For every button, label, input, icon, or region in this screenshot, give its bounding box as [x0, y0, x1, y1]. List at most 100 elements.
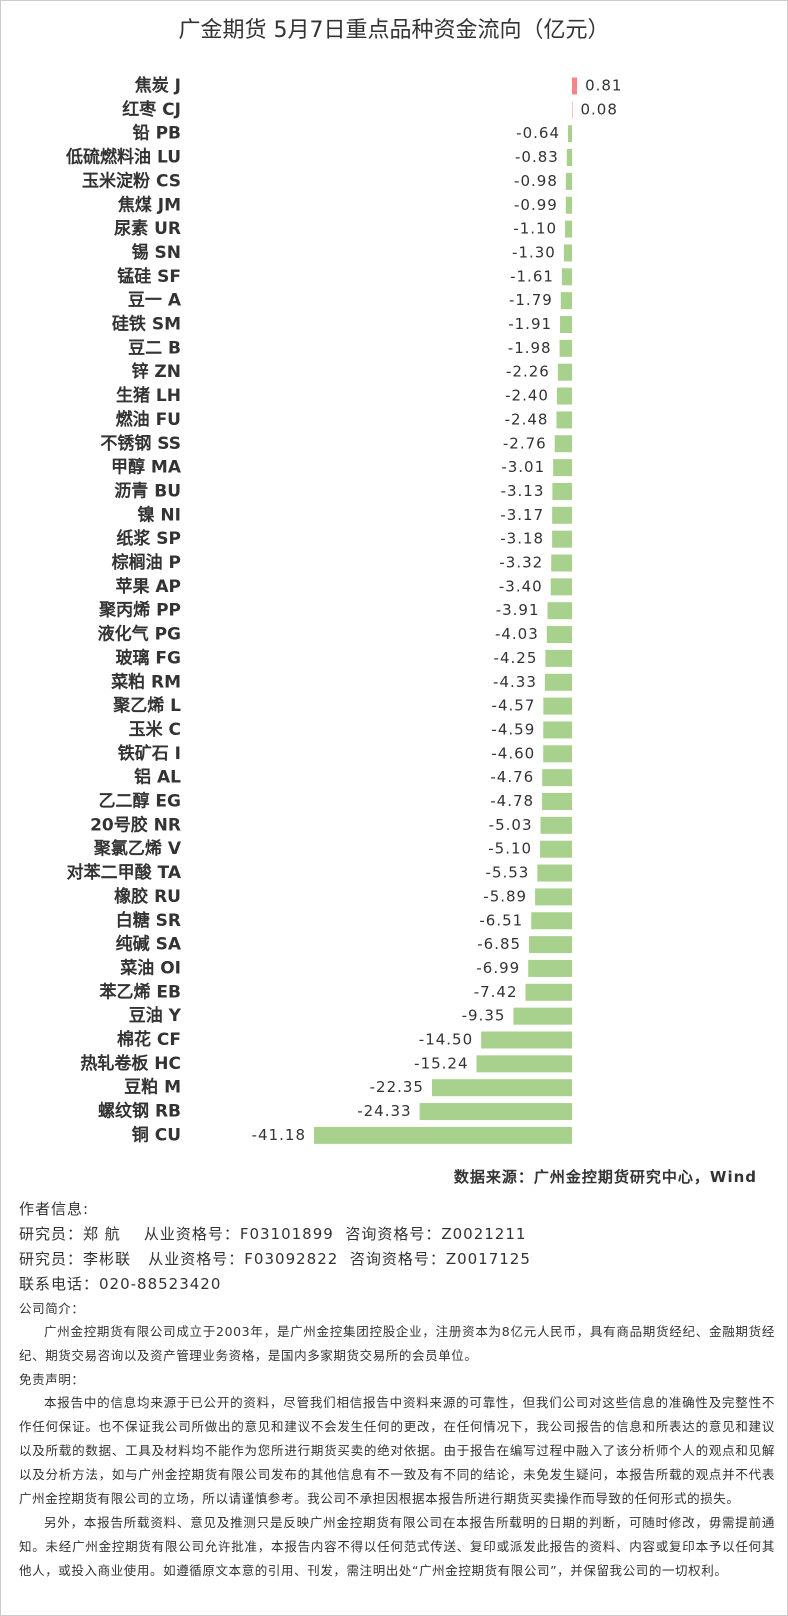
category-label: 液化气 PG: [98, 624, 181, 645]
category-label: 玻璃 FG: [116, 647, 182, 668]
category-label: 20号胶 NR: [90, 814, 181, 835]
category-label: 纸浆 SP: [116, 528, 181, 549]
value-label: -5.53: [486, 864, 530, 882]
phone: 联系电话：020-88523420: [19, 1275, 222, 1293]
category-label: 对苯二甲酸 TA: [67, 862, 182, 883]
category-label: 白糖 SR: [116, 910, 181, 931]
value-label: -14.50: [419, 1031, 473, 1049]
bar: [565, 196, 572, 214]
value-label: -3.13: [501, 482, 545, 500]
value-label: -5.03: [489, 816, 533, 834]
category-label: 铝 AL: [134, 767, 181, 788]
category-label: 玉米 C: [129, 719, 181, 740]
category-label: 棉花 CF: [117, 1029, 181, 1050]
value-label: -5.89: [483, 887, 527, 905]
value-label: -3.32: [499, 554, 543, 572]
value-label: -0.98: [514, 172, 558, 190]
category-label: 尿素 UR: [114, 219, 181, 239]
value-label: -1.61: [510, 267, 554, 285]
category-label: 螺纹钢 RB: [98, 1101, 181, 1122]
researcher: 研究员：郑 航 从业资格号：F03101899 咨询资格号：Z0021211: [19, 1225, 527, 1243]
category-label: 玉米淀粉 CS: [82, 170, 181, 191]
category-label: 锰硅 SF: [117, 266, 181, 287]
category-label: 焦炭 J: [134, 75, 181, 96]
bar: [419, 1103, 572, 1121]
source: 数据来源：广州金控期货研究中心，Wind: [453, 1168, 757, 1186]
value-label: -2.48: [505, 410, 549, 428]
bar: [314, 1126, 572, 1144]
value-label: -4.59: [491, 720, 535, 738]
category-label: 橡胶 RU: [114, 886, 181, 907]
bar: [513, 1007, 572, 1025]
category-label: 硅铁 SM: [112, 314, 181, 335]
chart: 广金期货 5月7日重点品种资金流向（亿元） 焦炭 J 0.81 红枣 CJ 0.08 铅…: [65, 18, 622, 1145]
value-label: -0.99: [514, 196, 558, 214]
category-label: 铁矿石 I: [118, 743, 181, 764]
bar: [552, 482, 572, 500]
bar: [542, 793, 572, 810]
bar: [556, 411, 572, 429]
bar: [572, 101, 573, 119]
category-label: 聚丙烯 PP: [98, 600, 181, 621]
bar: [559, 339, 572, 357]
bar: [537, 864, 572, 882]
category-label: 苹果 AP: [115, 576, 181, 597]
category-label: 沥青 BU: [114, 480, 181, 501]
bar: [529, 936, 572, 954]
value-label: -3.40: [499, 577, 543, 595]
value-label: -1.98: [508, 339, 552, 357]
value-label: -3.17: [500, 506, 544, 524]
value-label: -3.18: [500, 530, 544, 548]
bar: [552, 506, 572, 524]
disclaimer-paragraph: 另外，本报告所载资料、意见及推测只是反映广州金控期货有限公司在本报告所载明的日期…: [19, 1515, 775, 1578]
bar: [554, 435, 572, 453]
category-label: 菜油 OI: [119, 957, 181, 978]
bar: [560, 292, 572, 310]
bar: [545, 649, 572, 667]
value-label: 0.08: [581, 100, 618, 118]
category-label: 焦煤 JM: [117, 194, 181, 215]
category-label: 热轧卷板 HC: [80, 1053, 181, 1074]
bar: [550, 578, 572, 596]
bar: [552, 530, 572, 548]
author-heading: 作者信息:: [19, 1200, 90, 1218]
category-label: 聚氯乙烯 V: [93, 838, 182, 859]
bar: [547, 602, 572, 620]
bar: [565, 220, 572, 238]
category-label: 乙二醇 EG: [99, 791, 182, 812]
bar: [556, 387, 572, 405]
bar: [525, 983, 572, 1001]
category-label: 纯碱 SA: [116, 934, 182, 955]
bar: [431, 1079, 572, 1097]
category-label: 红枣 CJ: [122, 99, 181, 120]
category-label: 豆一 A: [128, 291, 182, 311]
value-label: -6.85: [477, 935, 521, 953]
company-heading: 公司简介：: [19, 1301, 85, 1316]
category-label: 豆油 Y: [129, 1005, 182, 1026]
chart-title: 广金期货 5月7日重点品种资金流向（亿元）: [179, 18, 610, 43]
value-label: -41.18: [252, 1126, 306, 1144]
value-label: -1.79: [509, 291, 553, 309]
category-label: 甲醇 MA: [111, 457, 182, 478]
category-label: 豆二 B: [128, 338, 181, 358]
bar: [540, 816, 572, 834]
value-label: -7.42: [474, 983, 518, 1001]
bar: [476, 1055, 572, 1073]
value-label: 0.81: [585, 77, 622, 95]
value-label: -4.25: [494, 649, 538, 667]
bar: [566, 149, 572, 167]
researcher: 研究员：李彬联 从业资格号：F03092822 咨询资格号：Z0017125: [19, 1250, 531, 1268]
value-label: -6.99: [476, 959, 520, 977]
disclaimer-heading: 免责声明：: [19, 1372, 85, 1387]
bar: [543, 721, 572, 739]
value-label: -4.57: [492, 697, 536, 715]
disclaimer-paragraph: 本报告中的信息均来源于已公开的资料，尽管我们相信报告中资料来源的可靠性，但我们公…: [19, 1395, 775, 1506]
bar: [560, 316, 572, 333]
bar: [481, 1031, 572, 1049]
bar: [544, 673, 572, 691]
category-label: 棕榈油 P: [112, 552, 181, 573]
category-label: 聚乙烯 L: [112, 695, 181, 716]
bar: [565, 172, 572, 190]
value-label: -0.83: [515, 148, 559, 166]
